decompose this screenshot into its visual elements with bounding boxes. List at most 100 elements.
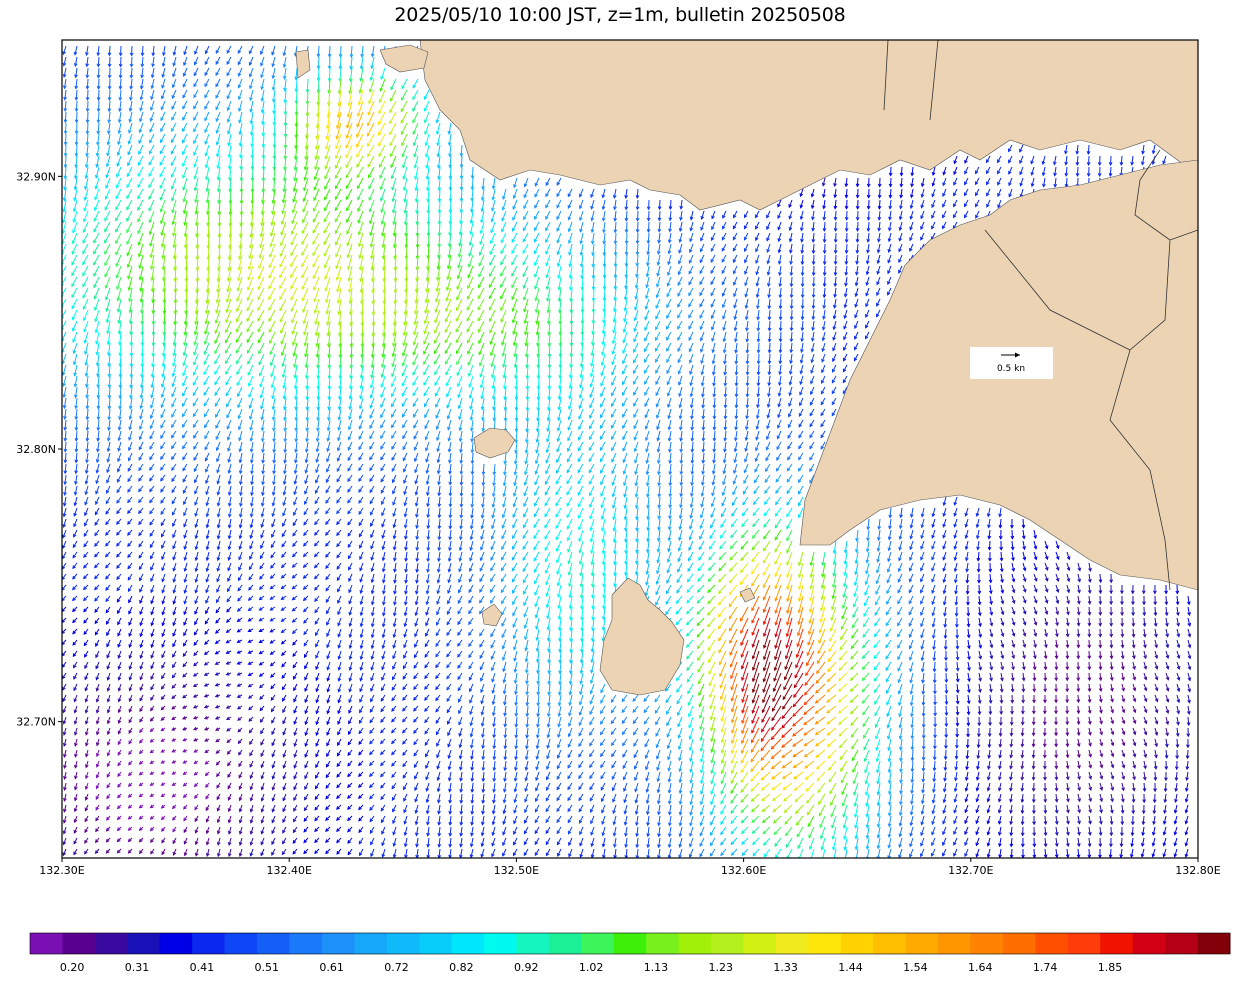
- current-arrow-head: [259, 51, 264, 56]
- map-title: 2025/05/10 10:00 JST, z=1m, bulletin 202…: [394, 4, 846, 26]
- current-arrow-head: [117, 119, 122, 124]
- current-arrow-head: [899, 194, 904, 199]
- current-arrow-shaft: [75, 133, 78, 145]
- current-arrow-head: [150, 74, 155, 79]
- current-arrow-shaft: [449, 144, 452, 157]
- current-arrow-head: [356, 123, 360, 128]
- current-arrow-shaft: [526, 386, 529, 400]
- current-arrow-head: [127, 140, 132, 145]
- current-arrow-shaft: [226, 78, 232, 88]
- current-arrow-head: [459, 164, 464, 169]
- current-arrow-shaft: [239, 133, 243, 147]
- current-arrow-shaft: [997, 177, 1002, 185]
- current-arrow-shaft: [226, 67, 232, 76]
- current-arrow-shaft: [975, 166, 980, 174]
- current-arrow-shaft: [129, 100, 133, 112]
- current-arrow-head: [1042, 183, 1046, 188]
- current-arrow-head: [182, 128, 186, 133]
- current-arrow-shaft: [193, 111, 199, 121]
- current-arrow-head: [356, 163, 360, 168]
- current-arrow-head: [844, 205, 849, 210]
- current-arrow-shaft: [953, 177, 958, 186]
- current-arrow-head: [1086, 151, 1091, 155]
- current-arrow-shaft: [822, 188, 826, 198]
- current-arrow-head: [238, 119, 242, 124]
- current-arrow-shaft: [921, 199, 925, 208]
- current-arrow-head: [216, 176, 221, 181]
- current-arrow-head: [953, 181, 957, 186]
- current-arrow-shaft: [159, 166, 166, 177]
- current-arrow-head: [357, 101, 362, 106]
- current-arrow-shaft: [129, 111, 133, 123]
- current-arrow-head: [272, 110, 276, 115]
- current-arrow-head: [215, 129, 220, 134]
- current-arrow-shaft: [148, 166, 155, 177]
- current-arrow-head: [159, 196, 164, 201]
- current-arrow-shaft: [380, 188, 386, 201]
- current-arrow-head: [345, 144, 349, 149]
- current-arrow-shaft: [1030, 155, 1035, 164]
- current-arrow-head: [1008, 182, 1012, 187]
- current-arrow-head: [171, 221, 176, 226]
- current-arrow-head: [138, 118, 143, 123]
- current-arrow-shaft: [73, 210, 78, 223]
- current-arrow-head: [975, 181, 979, 186]
- current-arrow-shaft: [316, 111, 320, 128]
- current-arrow-shaft: [93, 210, 100, 222]
- current-arrow-shaft: [195, 210, 199, 226]
- current-arrow-shaft: [345, 155, 353, 168]
- current-arrow-head: [909, 194, 914, 199]
- current-arrow-head: [855, 183, 860, 188]
- current-arrow-shaft: [262, 122, 265, 136]
- current-arrow-head: [435, 130, 440, 136]
- current-arrow-head: [313, 186, 318, 191]
- current-arrow-shaft: [205, 155, 210, 168]
- current-arrow-shaft: [251, 144, 254, 158]
- current-arrow-head: [367, 174, 372, 179]
- current-arrow-head: [104, 206, 108, 211]
- current-arrow-shaft: [182, 155, 188, 167]
- current-arrow-shaft: [217, 166, 221, 180]
- current-arrow-shaft: [63, 56, 67, 66]
- current-arrow-head: [107, 119, 112, 124]
- current-arrow-head: [964, 203, 968, 208]
- current-arrow-head: [447, 130, 452, 135]
- current-arrow-shaft: [602, 188, 606, 198]
- current-arrow-shaft: [449, 188, 452, 202]
- current-arrow-shaft: [367, 111, 375, 126]
- current-arrow-shaft: [118, 122, 122, 134]
- current-arrow-head: [72, 219, 77, 224]
- current-arrow-head: [324, 165, 328, 170]
- current-arrow-shaft: [1054, 177, 1057, 187]
- current-arrow-head: [280, 221, 285, 226]
- current-arrow-shaft: [328, 78, 331, 94]
- current-arrow-shaft: [260, 67, 265, 78]
- current-arrow-head: [513, 184, 517, 189]
- current-arrow-shaft: [592, 276, 595, 290]
- current-arrow-shaft: [182, 111, 188, 121]
- current-arrow-shaft: [911, 177, 914, 187]
- current-arrow-shaft: [86, 89, 89, 101]
- current-arrow-head: [345, 154, 349, 159]
- current-arrow-shaft: [367, 133, 375, 147]
- current-arrow-shaft: [284, 155, 287, 170]
- current-arrow-shaft: [346, 199, 353, 211]
- current-arrow-head: [437, 198, 442, 203]
- current-arrow-head: [1064, 161, 1069, 166]
- current-arrow-shaft: [284, 78, 287, 91]
- current-arrow-shaft: [389, 111, 397, 124]
- current-arrow-head: [160, 117, 164, 122]
- current-arrow-shaft: [84, 188, 89, 201]
- current-arrow-shaft: [438, 188, 441, 202]
- current-arrow-head: [93, 207, 98, 212]
- current-arrow-head: [1064, 150, 1068, 155]
- current-arrow-shaft: [240, 155, 243, 170]
- current-arrow-head: [107, 52, 112, 57]
- current-arrow-shaft: [272, 67, 276, 79]
- current-arrow-shaft: [1019, 155, 1024, 164]
- current-arrow-head: [283, 99, 288, 104]
- current-arrow-head: [128, 129, 132, 134]
- current-arrow-head: [523, 183, 528, 188]
- current-arrow-head: [63, 130, 68, 135]
- current-arrow-shaft: [184, 210, 188, 226]
